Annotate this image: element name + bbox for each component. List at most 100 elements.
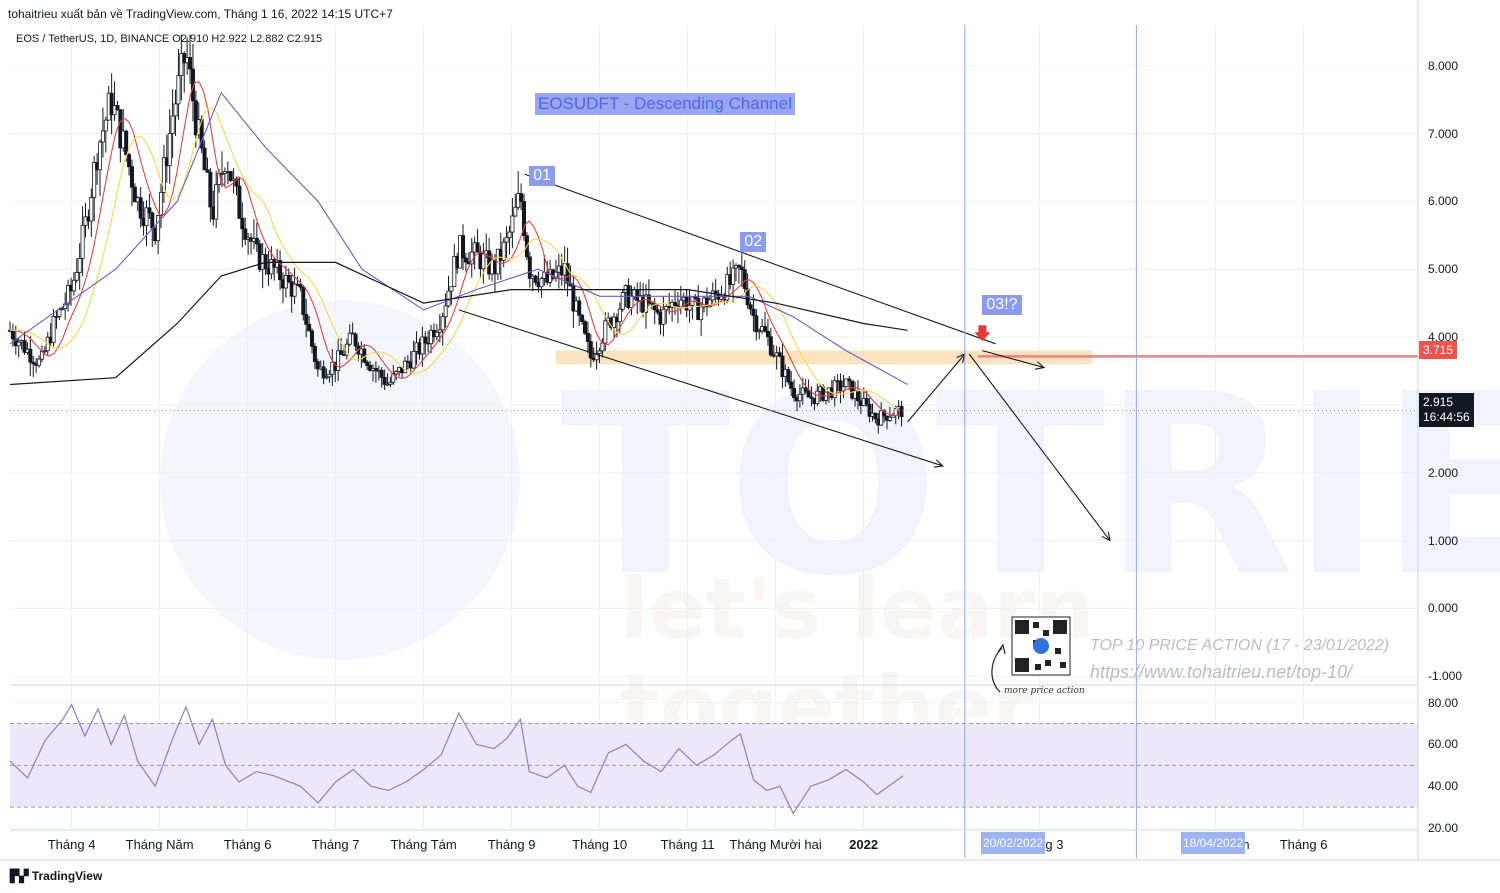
candle-body-142 [420,336,425,355]
frame [0,0,1500,861]
candle-body-124 [368,365,373,371]
rsi-tick-0: 80.00 [1428,695,1459,710]
symbol-ohlc-line[interactable]: EOS / TetherUS, 1D, BINANCE O2.910 H2.92… [16,33,323,45]
candle-body-278 [815,390,820,405]
candle-body-114 [339,350,344,355]
candle-body-8 [31,361,36,365]
candle-body-268 [786,369,791,383]
candle-body-229 [673,302,678,307]
candle-body-197 [580,314,585,322]
candle-body-103 [307,323,312,332]
candle-body-258 [757,330,762,333]
candle-body-98 [292,283,297,297]
candle-body-148 [437,329,442,333]
projection-arrow-2 [982,350,1045,369]
publisher-line: tohaitrieu xuất bản về TradingView.com, … [8,7,393,21]
candle-body-289 [847,378,852,382]
candle-body-45 [138,197,143,219]
candle-body-106 [315,361,320,370]
candle-body-147 [434,331,439,338]
price-tick-9: -1.000 [1428,669,1463,684]
point-label-02[interactable]: 02 [740,232,767,253]
candle-body-255 [748,304,753,310]
price-tick-8: 0.000 [1428,601,1459,616]
qr-code-icon[interactable] [1011,616,1071,676]
candle-body-152 [449,286,454,292]
channel-arrowhead-1 [933,459,945,468]
candle-body-200 [588,341,593,359]
candle-body-131 [388,381,393,385]
chart-title-annotation[interactable]: EOSUDFT - Descending Channel [535,93,795,115]
candle-body-296 [867,403,872,417]
ad-link[interactable]: https://www.tohaitrieu.net/top-10/ [1090,662,1353,682]
candle-body-48 [147,207,152,214]
candle-body-242 [710,290,715,301]
candle-body-214 [629,296,634,309]
candle-body-42 [129,166,134,188]
time-tick-6: Tháng 10 [572,837,628,852]
candle-body-284 [832,380,837,399]
candle-body-18 [60,308,65,311]
candle-body-156 [461,235,466,259]
candle-body-47 [144,207,149,227]
candle-body-96 [286,274,291,283]
projection-arrowhead-2 [1035,361,1046,370]
candle-body-303 [887,416,892,421]
candle-body-71 [214,184,219,220]
candle-body-28 [89,197,94,222]
candle-body-31 [98,141,103,171]
candle-body-150 [443,305,448,318]
ad-text-line1: TOP 10 PRICE ACTION (17 - 23/01/2022) [1090,637,1390,654]
price-tick-1: 7.000 [1428,126,1459,141]
candle-body-22 [71,279,76,292]
candle-body-181 [533,275,538,283]
candle-body-219 [643,294,648,313]
candle-body-305 [893,408,898,416]
candle-body-194 [571,285,576,312]
candle-body-69 [208,171,213,208]
candle-body-51 [156,215,161,242]
candle-body-25 [80,224,85,259]
projection-arrowhead-1 [1101,531,1111,542]
candle-body-100 [298,284,303,288]
candle-body-128 [379,369,384,378]
candle-body-32 [100,130,105,143]
candle-body-20 [66,285,71,305]
candle-body-199 [585,332,590,342]
time-tick-0: Tháng 4 [47,837,96,852]
candle-body-29 [92,162,97,198]
time-tick-7: Tháng 11 [660,837,715,852]
tradingview-logo[interactable]: ▛▞ TradingView [10,869,102,883]
candle-body-220 [646,294,651,304]
candle-body-202 [594,353,599,361]
point-label-03[interactable]: 03!? [982,295,1022,316]
candle-body-300 [879,410,884,426]
time-tick-1: Tháng Năm [125,837,194,852]
candle-body-211 [620,292,625,310]
candle-body-35 [109,92,114,116]
candle-body-1 [10,330,15,340]
point-label-01[interactable]: 01 [529,166,555,187]
candle-body-130 [385,383,390,386]
candle-body-80 [240,217,245,230]
candle-body-288 [844,378,849,388]
ma-long-line [9,261,908,386]
resistance-zone-group [555,350,1418,365]
candle-body-149 [440,316,445,331]
candle-body-110 [327,373,332,378]
candle-body-102 [304,314,309,325]
ema-slow-line [9,91,908,385]
candle-body-113 [336,350,341,371]
candle-body-37 [115,105,120,111]
candle-body-225 [661,309,666,325]
candle-body-5 [22,340,27,353]
candle-body-137 [405,360,410,363]
last-price-value: 2.915 [1423,395,1454,409]
candle-body-153 [452,256,457,288]
candle-body-173 [510,215,515,233]
candle-body-12 [42,350,47,353]
candle-body-3 [16,341,21,347]
resistance-zone [555,350,1093,365]
candle-body-123 [365,361,370,366]
